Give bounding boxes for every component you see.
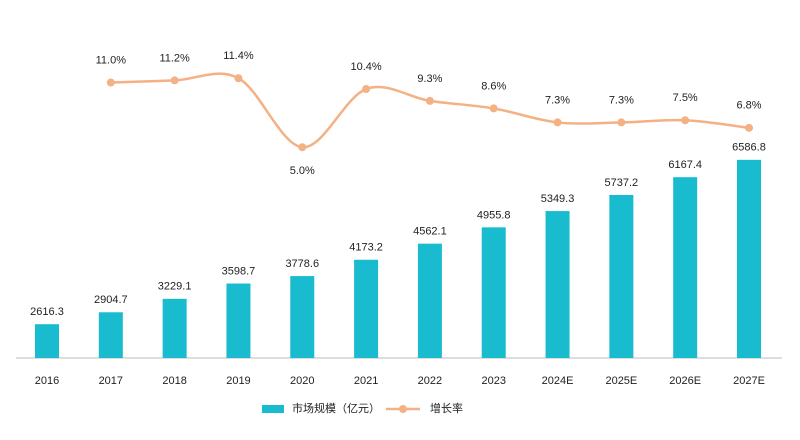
bar-label: 6586.8 bbox=[732, 142, 766, 154]
line-marker bbox=[234, 74, 243, 83]
line-label: 7.3% bbox=[545, 94, 570, 106]
line-marker bbox=[617, 118, 626, 127]
line-marker bbox=[745, 123, 753, 132]
bar bbox=[609, 194, 634, 358]
line-label: 7.5% bbox=[673, 92, 698, 104]
line-label: 8.6% bbox=[481, 80, 506, 92]
bar bbox=[290, 276, 315, 358]
line-marker bbox=[362, 85, 371, 94]
bar-label: 2616.3 bbox=[30, 306, 64, 318]
line-marker bbox=[425, 96, 434, 105]
x-tick-label: 2018 bbox=[162, 375, 186, 387]
bar-label: 6167.4 bbox=[668, 159, 702, 171]
line-label: 11.4% bbox=[223, 50, 254, 62]
x-tick-label: 2019 bbox=[226, 375, 250, 387]
line-label: 5.0% bbox=[290, 165, 315, 177]
bar bbox=[673, 177, 698, 358]
x-tick-label: 2016 bbox=[35, 375, 59, 387]
bar-label: 3778.6 bbox=[285, 258, 319, 270]
bar bbox=[35, 324, 59, 358]
legend-label: 增长率 bbox=[430, 401, 463, 415]
bar-label: 2904.7 bbox=[94, 294, 128, 306]
line-label: 11.2% bbox=[159, 52, 190, 64]
bar-label: 4562.1 bbox=[413, 226, 447, 238]
legend-swatch bbox=[262, 405, 284, 413]
bar-label: 5349.3 bbox=[541, 193, 575, 205]
line-marker bbox=[106, 78, 115, 87]
x-tick-label: 2021 bbox=[354, 375, 378, 387]
legend-label: 市场规模（亿元） bbox=[292, 401, 380, 415]
bar bbox=[737, 159, 761, 358]
bar bbox=[162, 298, 187, 358]
x-tick-label: 2026E bbox=[669, 375, 701, 387]
x-tick-label: 2020 bbox=[290, 375, 314, 387]
line-marker bbox=[553, 118, 562, 127]
line-label: 10.4% bbox=[350, 61, 381, 73]
x-tick-label: 2022 bbox=[418, 375, 442, 387]
bar bbox=[98, 312, 123, 358]
x-tick-label: 2027E bbox=[733, 375, 765, 387]
line-marker bbox=[170, 76, 179, 85]
x-tick-label: 2017 bbox=[99, 375, 123, 387]
bar bbox=[354, 259, 379, 358]
bar bbox=[226, 283, 251, 358]
line-marker bbox=[489, 104, 498, 113]
line-label: 11.0% bbox=[96, 54, 127, 66]
bar-label: 4955.8 bbox=[477, 209, 511, 221]
bar-label: 3598.7 bbox=[222, 265, 256, 277]
bar bbox=[481, 227, 506, 358]
legend-swatch bbox=[399, 405, 407, 413]
bar bbox=[545, 211, 570, 358]
x-tick-label: 2025E bbox=[605, 375, 637, 387]
line-marker bbox=[298, 143, 307, 152]
x-tick-label: 2024E bbox=[542, 375, 574, 387]
x-tick-label: 2023 bbox=[481, 375, 505, 387]
bar-label: 4173.2 bbox=[349, 242, 383, 254]
bar-label: 5737.2 bbox=[605, 177, 639, 189]
bar bbox=[417, 243, 442, 358]
line-label: 6.8% bbox=[736, 100, 761, 112]
bar-label: 3229.1 bbox=[158, 281, 192, 293]
line-label: 7.3% bbox=[609, 94, 634, 106]
line-marker bbox=[681, 116, 690, 125]
line-label: 9.3% bbox=[417, 73, 442, 85]
